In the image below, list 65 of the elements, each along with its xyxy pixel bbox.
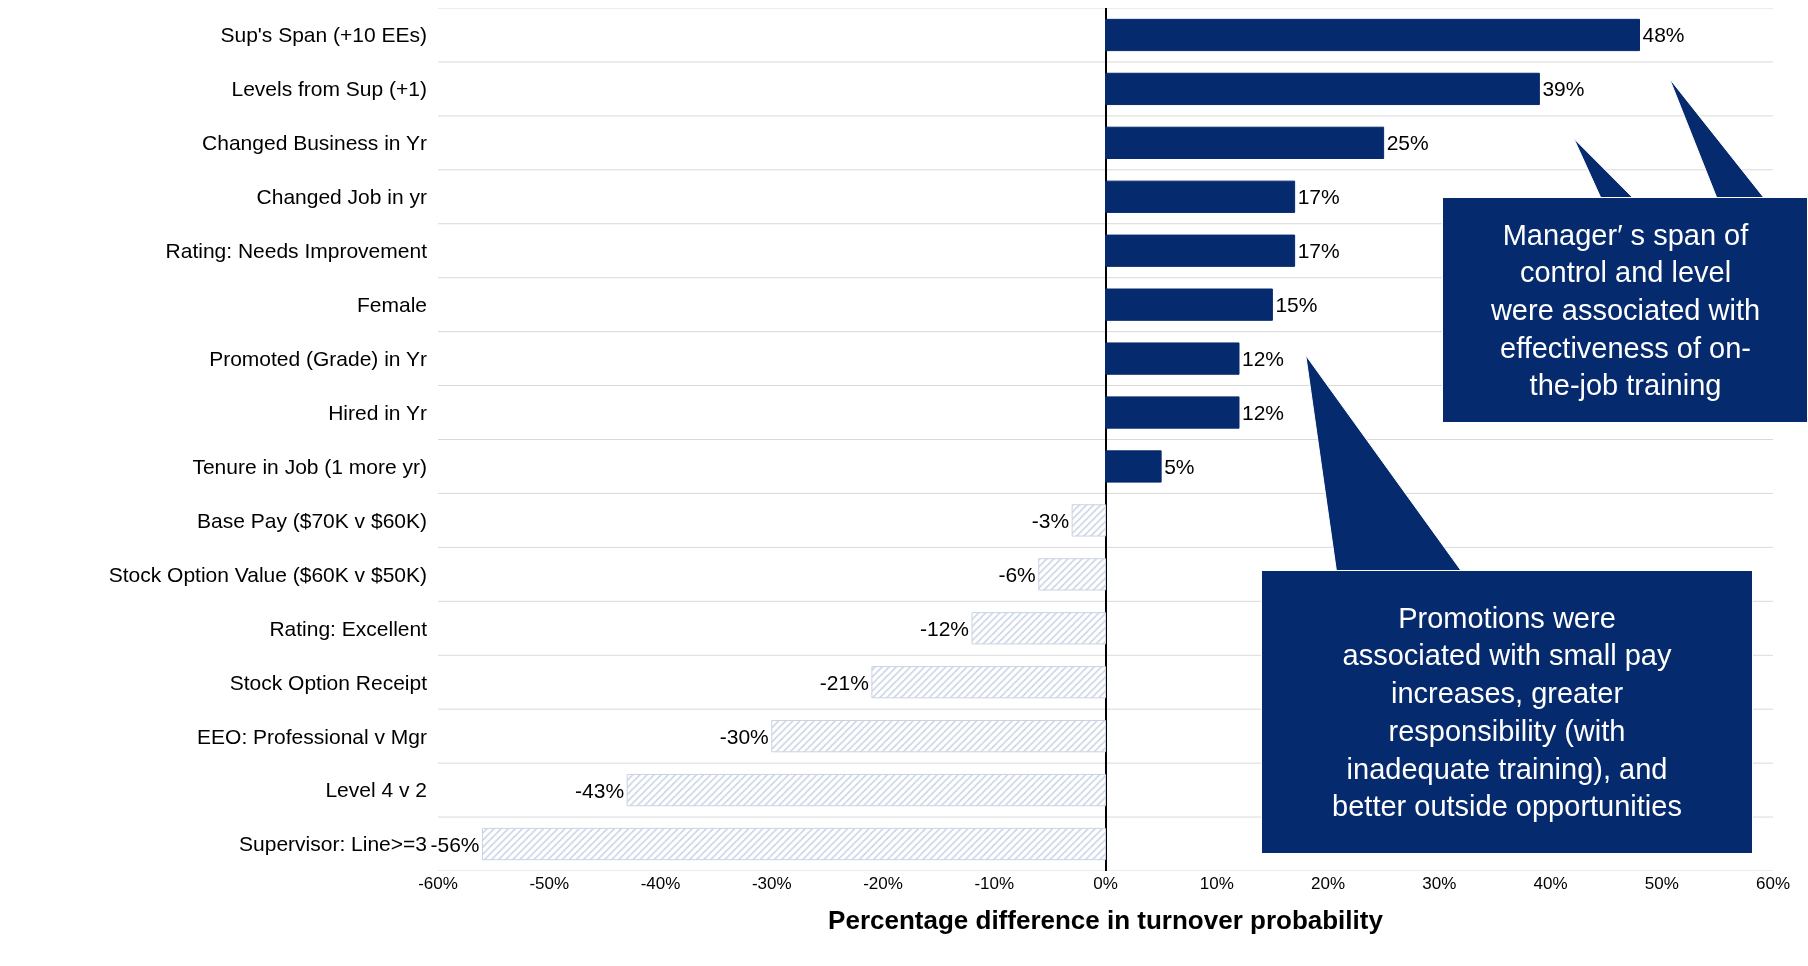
bar bbox=[1105, 342, 1240, 375]
bar bbox=[1105, 180, 1296, 213]
data-label: 17% bbox=[1297, 185, 1340, 209]
bar bbox=[1038, 558, 1106, 591]
y-tick-label: EEO: Professional v Mgr bbox=[197, 724, 427, 748]
annotation: Promotions were associated with small pay increases, greater responsibility (with inadequate training), and better outside opportunities bbox=[1332, 601, 1682, 823]
y-tick-label: Hired in Yr bbox=[328, 400, 427, 424]
x-tick-label: 60% bbox=[1755, 874, 1791, 893]
data-label: -21% bbox=[819, 670, 869, 694]
y-tick-label: Stock Option Receipt bbox=[229, 670, 428, 694]
data-label: -6% bbox=[998, 562, 1036, 586]
x-tick-label: 40% bbox=[1533, 874, 1568, 893]
data-label: -3% bbox=[1031, 508, 1070, 532]
y-tick-label: Supervisor: Line>=3 bbox=[239, 832, 427, 856]
data-label: 48% bbox=[1642, 23, 1685, 47]
data-label: -43% bbox=[575, 778, 625, 802]
y-tick-label: Levels from Sup (+1) bbox=[231, 77, 427, 101]
data-label: 39% bbox=[1542, 77, 1585, 101]
x-axis-title: Percentage difference in turnover probability bbox=[828, 904, 1384, 935]
data-label: 15% bbox=[1275, 293, 1318, 317]
data-label: -12% bbox=[919, 616, 969, 640]
x-tick-label: -60% bbox=[418, 874, 458, 893]
data-label: 25% bbox=[1386, 131, 1429, 155]
bar bbox=[1105, 450, 1162, 483]
bar bbox=[871, 666, 1106, 699]
y-tick-label: Stock Option Value ($60K v $50K) bbox=[108, 562, 427, 586]
x-tick-label: -50% bbox=[529, 874, 570, 893]
data-label: -30% bbox=[719, 724, 769, 748]
y-tick-label: Female bbox=[356, 293, 427, 317]
x-tick-label: 10% bbox=[1199, 874, 1234, 893]
bar bbox=[1105, 396, 1240, 429]
y-tick-label: Promoted (Grade) in Yr bbox=[209, 346, 427, 370]
data-label: 12% bbox=[1242, 401, 1285, 425]
data-label: 12% bbox=[1242, 347, 1285, 371]
y-tick-label: Changed Job in yr bbox=[256, 185, 427, 209]
bar bbox=[1105, 234, 1296, 267]
data-label: 17% bbox=[1297, 239, 1340, 263]
annotation: Manager′ s span of control and level were associated with effectiveness of on- the-job training bbox=[1489, 218, 1761, 402]
bar bbox=[1105, 126, 1385, 159]
data-label: -56% bbox=[430, 832, 480, 856]
x-tick-label: -30% bbox=[751, 874, 792, 893]
y-tick-label: Level 4 v 2 bbox=[325, 778, 427, 802]
bar bbox=[1105, 18, 1640, 52]
x-tick-label: 0% bbox=[1093, 874, 1118, 893]
x-tick-label: -20% bbox=[863, 874, 903, 893]
y-tick-label: Rating: Excellent bbox=[269, 616, 428, 640]
bar bbox=[971, 612, 1106, 645]
y-tick-label: Changed Business in Yr bbox=[202, 131, 427, 155]
x-tick-label: 30% bbox=[1422, 874, 1457, 893]
x-tick-label: -40% bbox=[640, 874, 681, 893]
picture-callout: Manager′ s span of control and level were associated with effectiveness of on- the-job training bbox=[1442, 197, 1808, 423]
bar bbox=[1105, 288, 1273, 321]
y-tick-label: Tenure in Job (1 more yr) bbox=[192, 454, 427, 478]
bar bbox=[626, 773, 1106, 807]
bar bbox=[1071, 504, 1106, 537]
y-tick-label: Sup's Span (+10 EEs) bbox=[220, 23, 427, 47]
x-tick-label: 20% bbox=[1310, 874, 1346, 893]
data-label: 5% bbox=[1164, 454, 1195, 478]
y-tick-label: Base Pay ($70K v $60K) bbox=[197, 508, 427, 532]
x-tick-label: -10% bbox=[974, 874, 1015, 893]
bar bbox=[771, 720, 1106, 753]
bar bbox=[482, 827, 1106, 861]
y-tick-label: Rating: Needs Improvement bbox=[165, 239, 428, 263]
x-tick-label: 50% bbox=[1644, 874, 1679, 893]
bar bbox=[1105, 72, 1540, 106]
